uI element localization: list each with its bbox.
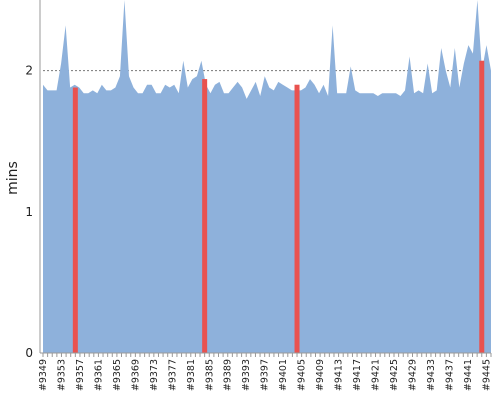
x-tick-label: #9409: [315, 359, 326, 391]
x-tick-label: #9429: [407, 359, 418, 391]
x-tick-label: #9389: [223, 359, 234, 391]
area-series: [43, 0, 491, 353]
x-tick-label: #9353: [56, 359, 67, 391]
x-tick-label: #9425: [389, 359, 400, 391]
highlight-markers: [72, 60, 485, 353]
x-tick-label: #9405: [297, 359, 308, 391]
y-tick-label: 2: [25, 64, 33, 78]
y-axis-label: mins: [5, 161, 21, 195]
highlight-bar: [72, 87, 78, 353]
x-tick-label: #9421: [371, 359, 382, 391]
highlight-bar: [294, 84, 300, 353]
highlight-bar: [479, 60, 485, 353]
x-tick-label: #9365: [112, 359, 123, 391]
x-tick-label: #9349: [38, 359, 49, 391]
x-tick-label: #9417: [352, 359, 363, 391]
x-tick-label: #9441: [463, 359, 474, 391]
x-tick-label: #9445: [481, 359, 492, 391]
x-tick-label: #9393: [241, 359, 252, 391]
x-tick-label: #9369: [130, 359, 141, 391]
x-tick-label: #9373: [149, 359, 160, 391]
x-tick-label: #9437: [444, 359, 455, 391]
x-tick-label: #9381: [186, 359, 197, 391]
x-tick-label: #9357: [75, 359, 86, 391]
y-axis-ticks: 0 1 2: [25, 64, 33, 360]
x-tick-label: #9433: [426, 359, 437, 391]
x-tick-label: #9377: [167, 359, 178, 391]
axes: [39, 0, 491, 354]
x-tick-label: #9401: [278, 359, 289, 391]
x-tick-label: #9361: [93, 359, 104, 391]
y-tick-label: 0: [25, 346, 33, 360]
highlight-bar: [202, 79, 208, 353]
x-tick-label: #9397: [260, 359, 271, 391]
plot-area: [43, 0, 491, 353]
x-axis-ticks: #9349 #9353 #9357 #9361 #9365 #9369 #9373 #9377…: [38, 353, 492, 391]
y-tick-label: 1: [25, 205, 33, 219]
x-tick-label: #9413: [334, 359, 345, 391]
x-tick-label: #9385: [204, 359, 215, 391]
